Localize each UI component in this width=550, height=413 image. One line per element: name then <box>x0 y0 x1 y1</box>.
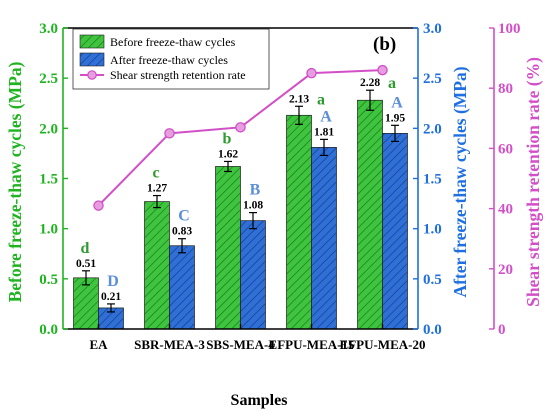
retention-point <box>377 64 388 76</box>
x-tick-label: EFPU-MEA-20 <box>340 337 426 352</box>
value-label-after: 0.21 <box>101 291 121 303</box>
legend-swatch-before <box>79 34 105 49</box>
x-tick-label: EA <box>89 337 108 352</box>
x-tick-label: SBR-MEA-3 <box>134 337 205 352</box>
legend-label-retention: Shear strength retention rate <box>110 68 246 82</box>
panel-label: (b) <box>373 34 396 55</box>
y-tick-label-left: 0.0 <box>39 322 58 338</box>
y-tick-label-left: 1.5 <box>39 172 58 188</box>
data-labels: 0.51d 1.27c 1.62b 2.13 a 2.28 a 0.21D 0.83C 1.08B… <box>76 75 405 303</box>
retention-point <box>164 128 175 139</box>
legend-swatch-after <box>79 52 105 67</box>
significance-letter-after: A <box>320 108 332 125</box>
y-tick-label-right2: 0 <box>498 322 506 338</box>
value-label-before: 2.13 <box>289 93 309 105</box>
y-axis-title-right2: Shear strength retention rate (%) <box>523 57 543 307</box>
bar-after <box>169 245 195 330</box>
value-label-before: 0.51 <box>76 258 96 270</box>
y-tick-label-right2: 40 <box>498 202 513 218</box>
significance-letter-before: a <box>388 75 396 92</box>
y-tick-label-right1: 0.0 <box>423 322 442 338</box>
retention-point <box>235 122 246 133</box>
y-tick-label-right2: 80 <box>498 81 513 97</box>
y-tick-label-left: 2.5 <box>39 71 58 87</box>
significance-letter-before: c <box>152 165 159 182</box>
axes: 0.0 0.0 0.5 0.5 1.0 1.0 1.5 1.5 2.0 2.0 2.5 2.5 3.0 3… <box>39 21 520 352</box>
y-tick-label-right2: 100 <box>498 21 521 37</box>
legend-box <box>72 28 270 90</box>
x-tick-label: EFPU-MEA-15 <box>269 337 355 352</box>
retention-point <box>306 67 317 79</box>
legend: Before freeze-thaw cycles After freeze-t… <box>72 28 270 90</box>
significance-letter-before: a <box>317 91 325 108</box>
value-label-after: 1.81 <box>314 126 334 138</box>
y-tick-label-right1: 1.0 <box>423 222 442 238</box>
value-label-before: 1.27 <box>147 183 167 195</box>
y-tick-label-right1: 3.0 <box>423 21 442 37</box>
significance-letter-after: B <box>250 182 261 199</box>
bar-before <box>215 166 241 330</box>
significance-letter-before: d <box>81 240 90 257</box>
y-tick-label-right1: 0.5 <box>423 272 442 288</box>
legend-label-before: Before freeze-thaw cycles <box>110 35 236 49</box>
bar-after <box>311 147 337 330</box>
bar-before <box>144 201 170 330</box>
y-tick-label-left: 2.0 <box>39 121 58 137</box>
bar-before <box>286 114 312 330</box>
bar-before <box>357 99 383 330</box>
value-label-before: 1.62 <box>218 148 238 160</box>
retention-point <box>93 200 104 211</box>
significance-letter-after: D <box>107 273 119 290</box>
x-tick-label: SBS-MEA-4 <box>206 337 275 352</box>
bar-before <box>73 277 99 330</box>
y-tick-label-left: 0.5 <box>39 272 58 288</box>
y-tick-label-right1: 2.5 <box>423 71 442 87</box>
value-label-before: 2.28 <box>360 77 380 89</box>
y-tick-label-right1: 1.5 <box>423 172 442 188</box>
legend-marker-retention <box>87 70 97 80</box>
y-tick-label-left: 3.0 <box>39 21 58 37</box>
legend-label-after: After freeze-thaw cycles <box>110 53 228 67</box>
bar-after <box>382 133 408 330</box>
value-label-after: 0.83 <box>172 226 192 238</box>
significance-letter-before: b <box>223 130 232 147</box>
value-label-after: 1.95 <box>385 112 405 124</box>
y-tick-label-left: 1.0 <box>39 222 58 238</box>
y-tick-label-right2: 20 <box>498 262 513 278</box>
y-axis-title-right1: After freeze-thaw cycles (MPa) <box>450 66 470 297</box>
y-tick-label-right2: 60 <box>498 141 513 157</box>
retention-line <box>93 64 388 211</box>
significance-letter-after: C <box>178 208 190 225</box>
significance-letter-after: A <box>391 94 403 111</box>
y-axis-title-left: Before freeze-thaw cycles (MPa) <box>5 61 25 302</box>
bar-after <box>240 220 266 330</box>
y-tick-label-right1: 2.0 <box>423 121 442 137</box>
x-axis-title: Samples <box>231 392 288 409</box>
value-label-after: 1.08 <box>243 200 263 212</box>
bars <box>73 89 408 330</box>
